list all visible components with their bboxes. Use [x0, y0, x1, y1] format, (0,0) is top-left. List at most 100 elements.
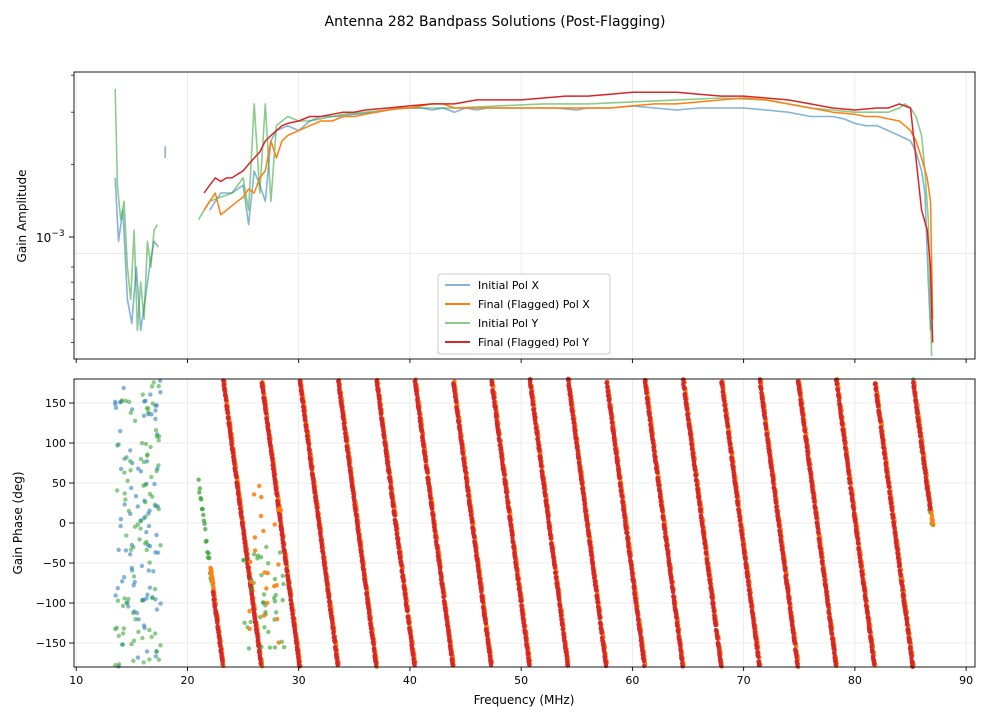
phase-point-final-y [516, 582, 521, 587]
phase-point-initial-y [144, 406, 149, 411]
phase-point-final-y [382, 435, 387, 440]
phase-point-final-y [485, 637, 491, 643]
phase-point-final-y [511, 546, 517, 551]
phase-point-initial-x [119, 579, 125, 584]
phase-point-final-y [242, 535, 247, 540]
phase-point-final-y [405, 608, 410, 614]
phase-point-initial-x [147, 585, 153, 590]
phase-point-initial-y [154, 468, 159, 474]
phase-point-final-y [246, 569, 251, 575]
phase-point-final-y [280, 535, 285, 540]
phase-point-final-y [272, 472, 277, 478]
phase-point-final-y [460, 444, 465, 449]
phase-point-initial-x [135, 655, 141, 660]
phase-point-initial-x [139, 563, 145, 569]
phase-point-initial-x [152, 481, 157, 487]
phase-point-initial-x [153, 416, 158, 422]
phase-point-final-y [390, 496, 395, 501]
phase-point-final-y [414, 392, 420, 397]
phase-point-final-y [385, 463, 391, 469]
phase-point-initial-x [136, 466, 141, 471]
phase-point-initial-y [152, 586, 158, 592]
phase-point-final-y [344, 438, 349, 443]
amplitude-axes-frame [73, 71, 976, 360]
phase-point-initial-x [141, 413, 147, 418]
phase-point-initial-y [143, 441, 149, 447]
phase-point-final-y [372, 649, 377, 654]
phase-point-initial-y [116, 442, 121, 447]
phase-point-initial-x [153, 408, 158, 413]
phase-point-initial-x [118, 523, 123, 529]
phase-point-final-y [402, 587, 407, 592]
phase-point-final-y [279, 526, 284, 532]
phase-panel: 10 20 30 40 50 60 70 80 90 −150−100−50050100150 … [11, 376, 976, 707]
phase-point-final-y [345, 450, 351, 455]
amplitude-line-final-x [203, 97, 934, 320]
phase-point-final-y [237, 501, 243, 506]
phase-point-final-y [258, 661, 264, 666]
phase-point-final-y [211, 592, 216, 598]
phase-point-initial-y [120, 603, 126, 609]
phase-point-final-y [261, 390, 266, 395]
phase-point-initial-y [136, 629, 141, 634]
phase-point-final-y [452, 391, 458, 396]
phase-point-final-y [277, 513, 282, 518]
phase-point-final-y [335, 661, 340, 667]
phase-point-final-y [491, 395, 497, 400]
phase-point-final-y [235, 485, 240, 490]
phase-point-final-y [309, 466, 314, 471]
phase-point-final-x [211, 584, 216, 590]
phase-point-initial-y [139, 440, 145, 446]
phase-point-final-y [425, 470, 430, 475]
phase-point-final-y [341, 413, 346, 418]
phase-point-final-y [330, 621, 335, 626]
phase-point-final-y [523, 631, 528, 637]
phase-point-final-y [284, 561, 289, 566]
phase-point-final-y [257, 648, 262, 654]
phase-point-initial-x [142, 625, 147, 631]
phase-points [113, 376, 936, 670]
phase-point-initial-y [150, 494, 155, 499]
phase-point-final-y [514, 568, 520, 573]
phase-point-final-y [464, 475, 469, 480]
phase-point-final-y [317, 527, 322, 532]
phase-point-final-y [439, 574, 444, 580]
phase-point-final-y [215, 620, 220, 626]
legend-entry-final-x: Final (Flagged) Pol X [445, 298, 590, 311]
phase-point-initial-y [141, 660, 146, 665]
phase-point-initial-x [147, 508, 152, 513]
phase-point-initial-y [131, 610, 136, 616]
phase-point-final-y [299, 392, 304, 397]
phase-point-final-y [228, 431, 233, 437]
phase-point-final-y [454, 399, 459, 404]
phase-point-final-y [389, 491, 395, 497]
phase-point-final-y [331, 626, 336, 631]
phase-point-final-y [455, 414, 461, 419]
phase-point-final-y [504, 494, 510, 499]
amplitude-line-initial-y [114, 88, 933, 357]
phase-point-final-y [413, 381, 418, 387]
phase-point-final-y [375, 381, 380, 386]
phase-point-final-y [421, 444, 426, 449]
phase-point-initial-x [153, 550, 158, 555]
phase-point-final-y [423, 459, 428, 464]
phase-point-initial-y [138, 526, 143, 531]
phase-point-final-y [218, 642, 223, 648]
phase-point-final-y [372, 652, 378, 658]
phase-point-final-y [353, 507, 358, 512]
phase-point-initial-x [144, 530, 149, 535]
phase-point-final-y [306, 442, 311, 447]
phase-point-final-y [384, 454, 389, 459]
phase-point-final-y [415, 396, 420, 401]
phase-point-final-y [499, 454, 504, 459]
phase-point-final-y [229, 441, 234, 446]
phase-point-initial-y [144, 547, 149, 553]
amplitude-y-tick-label: 10−3 [36, 229, 65, 245]
phase-point-final-y [426, 481, 431, 486]
phase-point-initial-y [128, 410, 133, 415]
phase-point-final-y [483, 621, 488, 626]
phase-point-initial-y [122, 596, 127, 601]
phase-point-initial-x [153, 654, 159, 659]
phase-point-final-y [406, 620, 412, 626]
phase-point-initial-y [147, 657, 152, 662]
